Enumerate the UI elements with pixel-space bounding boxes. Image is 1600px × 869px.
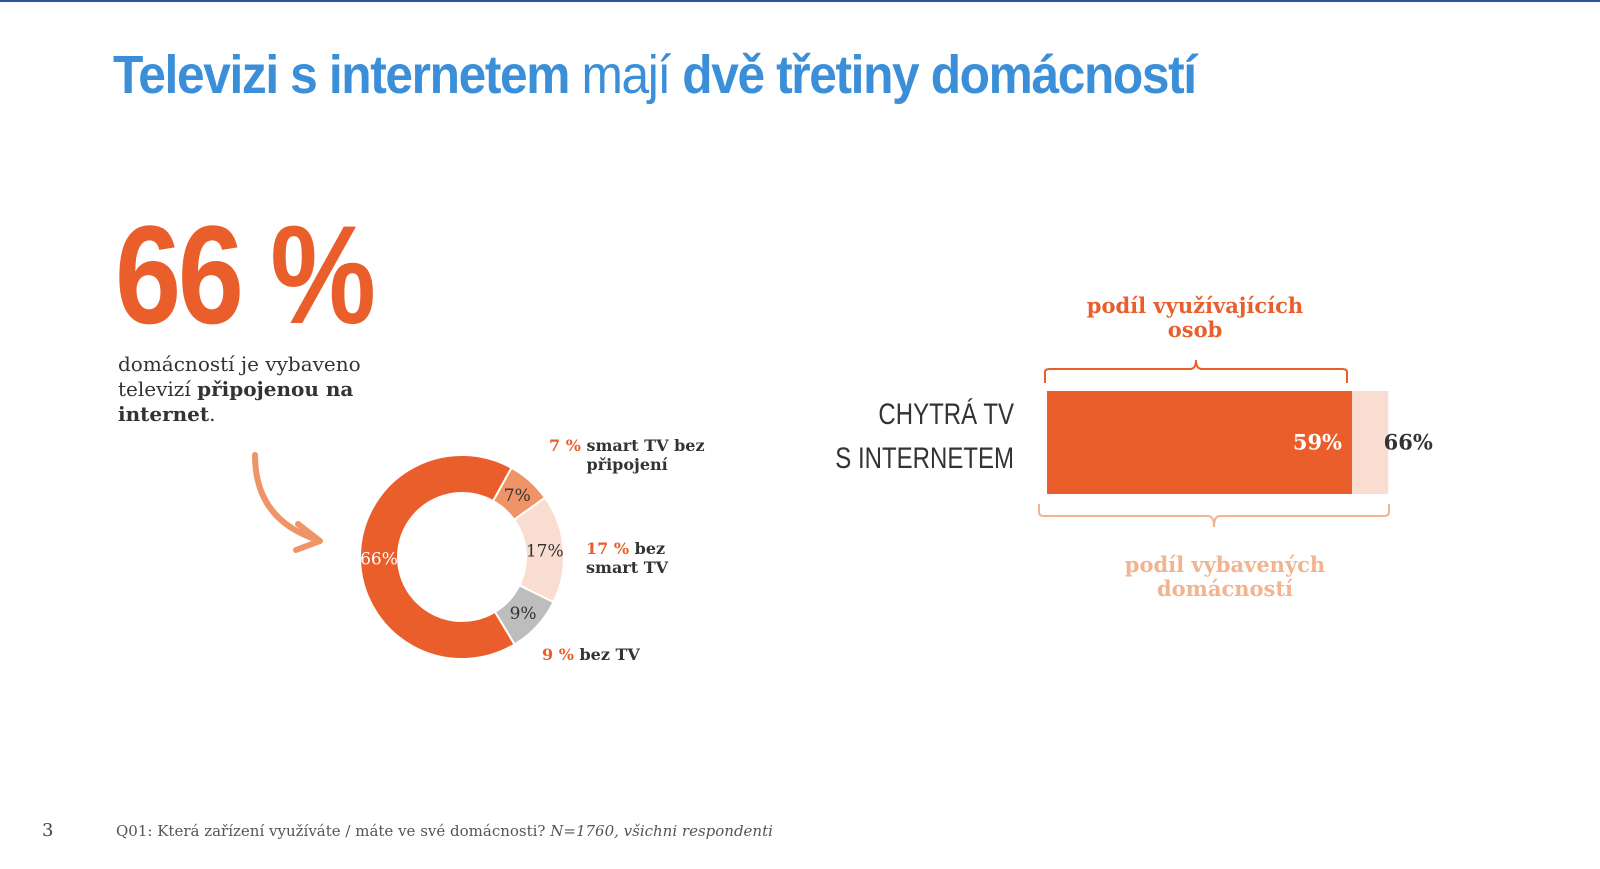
title-part1: Televizi s internetem	[113, 45, 570, 105]
legend-pct: 7 %	[549, 436, 581, 455]
bar-data-label: 59%	[1293, 430, 1342, 455]
donut-data-label: 7%	[504, 486, 531, 506]
series-label-users: podíl využívajících osob	[1086, 293, 1304, 342]
page-number: 3	[42, 820, 54, 841]
series-label-households: podíl vybavených domácností	[1124, 552, 1326, 601]
bottom-brace	[1038, 504, 1390, 528]
donut-data-label: 17%	[526, 541, 564, 561]
legend-text: bez smart TV	[586, 539, 669, 577]
desc-end: .	[209, 402, 216, 426]
bar-data-label: 66%	[1384, 430, 1433, 455]
legend-pct: 9 %	[542, 645, 574, 664]
footer-question: Q01: Která zařízení využíváte / máte ve …	[116, 822, 551, 840]
headline-value: 66 %	[115, 196, 376, 353]
legend-text: bez TV	[579, 645, 640, 664]
legend-smart-no-conn: 7 % smart TV bez připojení	[549, 436, 716, 474]
donut-chart: 7% 17% 9% 66%	[359, 454, 565, 660]
legend-text: smart TV bez připojení	[586, 436, 705, 474]
footer-source: Q01: Která zařízení využíváte / máte ve …	[116, 822, 773, 840]
bar-category-label: CHYTRÁ TV S INTERNETEM	[827, 393, 1014, 481]
top-brace	[1044, 359, 1348, 383]
headline-description: domácností je vybaveno televizí připojen…	[118, 352, 388, 427]
desc-text: domácností je vybaveno televizí	[118, 352, 361, 401]
bar-chart: 66% 59%	[1047, 391, 1433, 494]
arrow-icon	[252, 452, 321, 543]
title-part2: mají	[581, 45, 671, 105]
category-line-2: S INTERNETEM	[835, 442, 1014, 475]
top-border	[0, 0, 1600, 2]
desc-bold: připojenou na internet	[118, 377, 354, 426]
donut-data-label: 66%	[360, 549, 398, 569]
title-part3: dvě třetiny domácností	[682, 45, 1197, 105]
donut-data-label: 9%	[510, 604, 537, 624]
footer-note: N=1760, všichni respondenti	[550, 822, 773, 840]
arrowhead-icon	[293, 521, 323, 553]
legend-no-tv: 9 % bez TV	[542, 645, 640, 664]
legend-no-smart: 17 % bez smart TV	[586, 539, 676, 577]
bar-users	[1047, 391, 1353, 494]
donut-slice	[359, 454, 516, 660]
page-title: Televizi s internetem mají dvě třetiny d…	[113, 44, 1197, 106]
legend-pct: 17 %	[586, 539, 630, 558]
category-line-1: CHYTRÁ TV	[878, 398, 1014, 431]
